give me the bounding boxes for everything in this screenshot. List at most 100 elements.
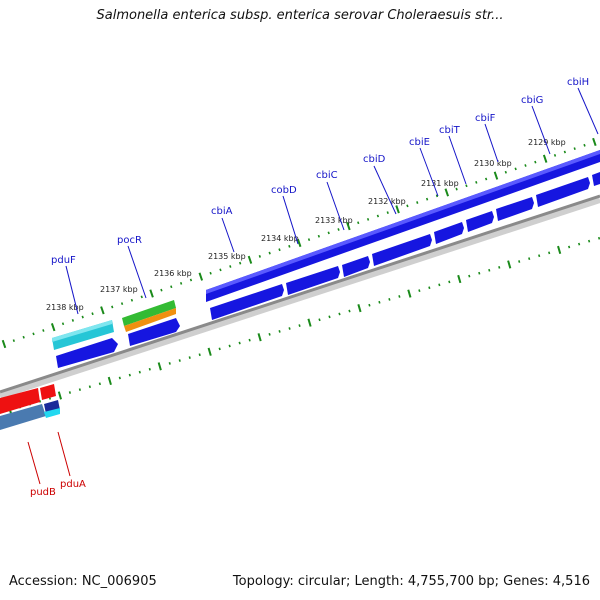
minor-tick [465, 184, 468, 188]
kbp-label: 2134 kbp [261, 234, 299, 243]
minor-tick [538, 254, 541, 258]
major-tick [557, 245, 562, 255]
major-tick [1, 339, 7, 349]
gene-label: pocR [117, 235, 142, 246]
minor-tick [198, 353, 201, 357]
minor-tick [178, 359, 181, 362]
kbp-labels: 2138 kbp 2137 kbp 2136 kbp 2135 kbp 2134… [46, 138, 566, 312]
gene-block-highlight [52, 320, 112, 342]
gene-labels-top: pduF pocR cbiA cobD cbiC cbiD cbiE cbiT … [51, 77, 589, 266]
minor-tick [248, 338, 251, 342]
minor-tick [278, 248, 281, 252]
gene-label: cobD [271, 185, 297, 196]
minor-tick [475, 180, 478, 184]
minor-tick [573, 147, 576, 151]
gene-arrow [128, 318, 180, 346]
minor-tick [478, 271, 481, 275]
tick-track-upper [1, 137, 597, 349]
gene-cbi-operon-upper [206, 150, 600, 302]
major-tick [50, 323, 56, 332]
minor-tick [88, 385, 91, 389]
minor-tick [327, 231, 330, 235]
minor-tick [597, 236, 600, 240]
minor-tick [148, 367, 151, 371]
minor-tick [307, 238, 311, 241]
minor-tick [179, 281, 183, 285]
leader-line [448, 135, 467, 185]
gene-label: cbiD [363, 154, 386, 165]
minor-tick [425, 197, 429, 201]
minor-tick [42, 329, 45, 332]
minor-tick [170, 285, 173, 289]
kbp-label: 2129 kbp [528, 138, 566, 147]
minor-tick [78, 388, 81, 392]
minor-tick [484, 177, 488, 181]
gene-block [0, 388, 40, 414]
major-tick [346, 222, 351, 231]
minor-tick [61, 322, 65, 326]
backbone [0, 194, 600, 394]
minor-tick [468, 274, 471, 278]
kbp-label: 2133 kbp [315, 216, 353, 225]
major-tick [493, 171, 499, 180]
minor-tick [548, 251, 551, 255]
minor-tick [534, 160, 537, 164]
major-tick [149, 289, 154, 298]
gene-label: cbiA [211, 206, 233, 217]
minor-tick [32, 332, 35, 336]
gene-label: cbiE [409, 137, 430, 148]
minor-tick [68, 391, 72, 394]
kbp-label: 2136 kbp [154, 269, 192, 278]
minor-tick [130, 298, 134, 302]
leader-line [57, 431, 71, 477]
major-tick [247, 255, 253, 264]
minor-tick [288, 327, 291, 330]
minor-tick [140, 295, 143, 299]
major-tick [407, 289, 412, 298]
minor-tick [98, 382, 101, 386]
minor-tick [268, 332, 271, 336]
leader-line [326, 181, 345, 231]
minor-tick [188, 356, 191, 359]
kbp-label: 2135 kbp [208, 252, 246, 261]
minor-tick [338, 312, 341, 316]
minor-tick [318, 318, 321, 322]
minor-tick [378, 300, 381, 304]
gene-block [466, 211, 494, 232]
gene-block [0, 404, 46, 430]
gene-labels-bottom: pudB pduA [30, 479, 86, 498]
major-tick [307, 318, 312, 327]
major-tick [100, 306, 105, 315]
leader-line [373, 165, 397, 215]
minor-tick [218, 347, 221, 351]
minor-tick [406, 204, 409, 208]
minor-tick [435, 194, 439, 198]
gene-label: pduA [60, 479, 86, 490]
minor-tick [498, 265, 501, 269]
minor-tick [386, 211, 389, 215]
major-tick [198, 272, 204, 281]
leader-line [282, 195, 299, 245]
minor-tick [239, 261, 242, 265]
minor-tick [22, 335, 25, 339]
gene-label: cbiG [521, 95, 543, 106]
gene-pduF [52, 320, 118, 368]
minor-tick [160, 288, 163, 292]
minor-tick [317, 234, 321, 238]
gene-block-highlight [206, 150, 600, 294]
minor-tick [168, 362, 171, 365]
minor-tick [563, 150, 567, 154]
minor-tick [348, 309, 351, 313]
gene-label-leaders-bottom [27, 431, 71, 485]
minor-tick [376, 214, 380, 218]
accession-label: Accession: NC_006905 [9, 574, 157, 589]
minor-tick [111, 305, 114, 309]
leader-line [419, 147, 439, 197]
gene-label-leaders [65, 87, 599, 315]
minor-tick [428, 286, 431, 290]
gene-label: pduF [51, 255, 76, 266]
gene-label: cbiT [439, 125, 461, 136]
minor-tick [438, 283, 441, 287]
major-tick [457, 274, 462, 284]
leader-line [27, 441, 41, 485]
